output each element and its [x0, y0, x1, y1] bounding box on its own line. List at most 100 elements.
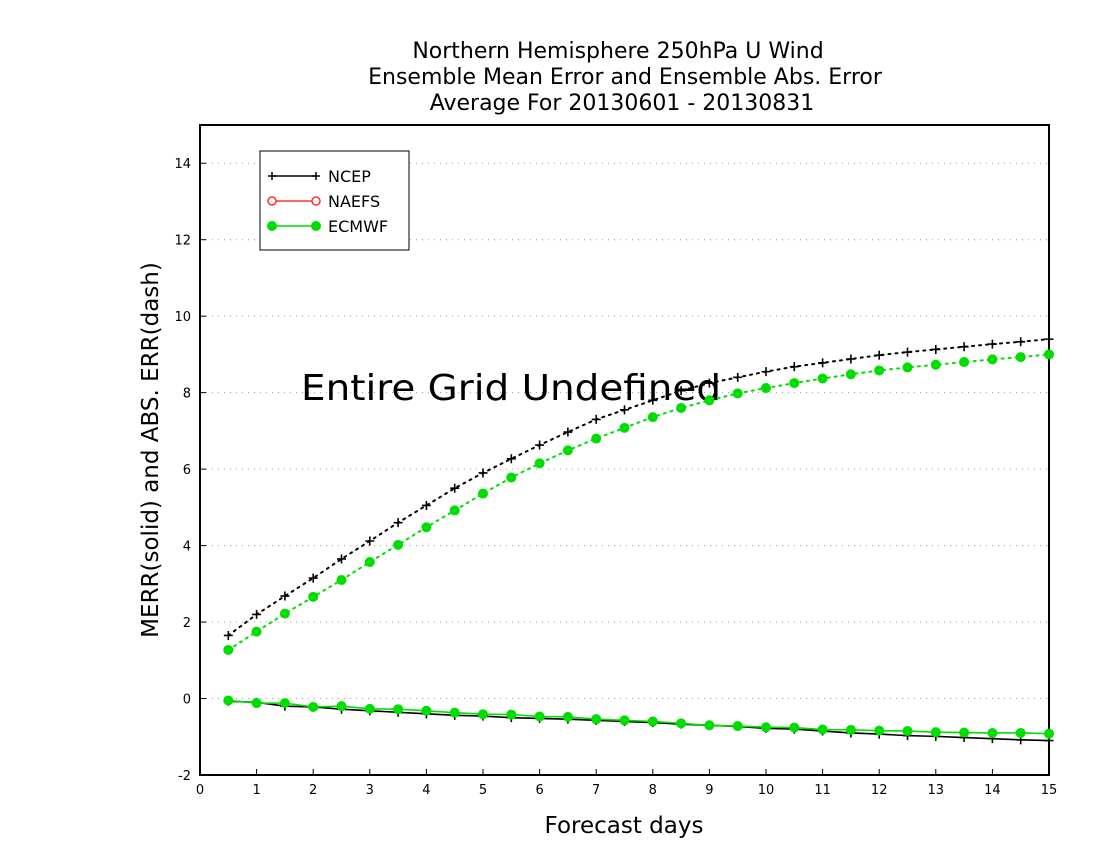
series-ecmwf-merr-point	[393, 704, 404, 715]
series-ncep-abs-err-point	[959, 342, 969, 352]
y-tick-label: -2	[178, 769, 191, 784]
chart-title-line-3: Average For 20130601 - 20130831	[430, 91, 815, 116]
x-tick-label: 1	[252, 783, 260, 798]
x-axis-ticks: 0 1 2 3 4 5 6 7 8 9 10 11 12 13 14 15	[196, 769, 1057, 798]
series-ecmwf-abs-err-point	[1044, 349, 1054, 360]
series-ecmwf-abs-err-point	[478, 488, 488, 499]
series-ncep-abs-err-line	[227, 338, 1050, 637]
series-ecmwf-abs-err-point	[761, 383, 771, 394]
legend-item-naefs: NAEFS	[267, 192, 380, 211]
series-ncep-abs-err-point	[450, 483, 460, 493]
series-ncep-abs-err-point	[903, 347, 912, 357]
series-ecmwf-merr-point	[987, 727, 998, 738]
series-ecmwf-merr-point	[279, 698, 290, 709]
plot-frame	[199, 124, 1050, 776]
series-ecmwf-merr-point	[1044, 728, 1054, 739]
legend-ncep-plus-marker	[268, 172, 320, 180]
series-ncep-abs-err-point	[591, 414, 601, 424]
series-ecmwf-abs-err-point	[449, 505, 460, 516]
y-tick-label: 6	[183, 463, 191, 478]
legend-ecmwf-dot-marker	[311, 221, 321, 231]
undefined-grid-annotation: Entire Grid Undefined	[301, 368, 721, 409]
series-ecmwf-abs-err-point	[789, 378, 800, 389]
series-ecmwf-merr-point	[223, 695, 234, 706]
series-ecmwf-merr-point	[732, 721, 743, 732]
x-tick-label: 8	[649, 783, 657, 798]
series-ncep-abs-err-point	[421, 500, 431, 510]
series-ecmwf-merr-point	[789, 722, 800, 733]
series-ecmwf-merr-point	[874, 725, 885, 736]
chart-title-line-1: Northern Hemisphere 250hPa U Wind	[412, 39, 823, 64]
y-tick-label: 12	[174, 234, 191, 249]
legend-label-ecmwf: ECMWF	[328, 217, 388, 236]
series-ecmwf-merr-point	[959, 727, 970, 738]
series-ecmwf-abs-err-point	[506, 472, 517, 483]
chart-title-line-2: Ensemble Mean Error and Ensemble Abs. Er…	[368, 65, 883, 90]
legend-label-naefs: NAEFS	[328, 192, 380, 211]
series-ecmwf-merr-point	[1015, 727, 1026, 738]
series-ecmwf-merr-point	[449, 707, 460, 718]
series-ecmwf-merr-point	[421, 705, 432, 716]
series-ncep-abs-err-point	[563, 427, 573, 437]
series-ecmwf-merr-line	[228, 699, 1050, 735]
series-ecmwf-abs-err-point	[732, 388, 743, 399]
series-ncep-abs-err-point	[761, 367, 771, 377]
series-ncep-abs-err-point	[874, 350, 884, 360]
series-ecmwf-merr-point	[562, 711, 573, 722]
series-ecmwf-abs-err-point	[1015, 352, 1026, 363]
series-ecmwf-merr-point	[619, 715, 630, 726]
series-ncep-abs-err-point	[789, 362, 799, 372]
series-ecmwf-merr-point	[902, 726, 913, 737]
series-ncep-abs-err-point	[648, 395, 658, 405]
series-ecmwf-abs-err-point	[308, 591, 319, 602]
series-ecmwf-abs-err-point	[562, 445, 573, 456]
series-ncep-abs-err-point	[987, 339, 997, 349]
series-ncep-abs-err-point	[337, 554, 346, 564]
series-ecmwf-abs-err-point	[279, 608, 290, 619]
legend-label-ncep: NCEP	[328, 167, 371, 186]
series-ecmwf-abs-err-point	[223, 644, 234, 655]
series-ncep-abs-err-point	[308, 573, 318, 583]
series-ecmwf-abs-err-point	[704, 395, 715, 406]
series-ecmwf-merr-point	[308, 701, 319, 712]
x-tick-label: 6	[535, 783, 543, 798]
legend: NCEP NAEFS ECMWF	[259, 150, 410, 251]
series-ncep-abs-err-point	[478, 468, 488, 478]
series-ecmwf-abs-err-point	[591, 433, 602, 444]
series-ecmwf-abs-err-point	[534, 458, 545, 469]
series-ecmwf-abs-err-point	[421, 522, 432, 533]
y-tick-label: 10	[174, 310, 191, 325]
y-tick-label: 2	[183, 616, 191, 631]
series-ecmwf-merr-point	[534, 711, 545, 722]
series-ecmwf-merr-point	[761, 722, 771, 733]
series-ncep-abs-err-point	[280, 591, 290, 601]
series-ecmwf-abs-err-point	[251, 626, 262, 637]
x-tick-label: 15	[1041, 783, 1058, 798]
x-tick-label: 2	[309, 783, 317, 798]
x-tick-label: 9	[705, 783, 713, 798]
legend-naefs-circle-marker	[267, 196, 277, 206]
y-axis-ticks: -2 0 2 4 6 8 10 12 14	[174, 157, 206, 784]
series-ncep-abs-err-point	[393, 518, 403, 528]
x-tick-label: 0	[196, 783, 204, 798]
legend-item-ecmwf: ECMWF	[267, 217, 388, 236]
series-ecmwf-merr-point	[364, 703, 375, 714]
y-tick-label: 14	[174, 157, 191, 172]
series-ecmwf	[223, 349, 1054, 739]
series-ncep-abs-err-point	[931, 344, 941, 354]
series-ecmwf-abs-err-point	[817, 373, 828, 384]
legend-item-ncep: NCEP	[268, 167, 371, 186]
legend-ecmwf-dot-marker	[267, 221, 277, 231]
series-ecmwf-merr-point	[704, 720, 715, 731]
y-tick-label: 8	[183, 387, 191, 402]
series-ecmwf-merr-point	[506, 709, 517, 720]
x-tick-label: 4	[422, 783, 430, 798]
series-ecmwf-merr-point	[251, 698, 262, 709]
series-ecmwf-merr-point	[591, 714, 602, 725]
legend-naefs-circle-marker	[311, 196, 321, 206]
series-ecmwf-merr-point	[817, 724, 828, 735]
x-tick-label: 3	[366, 783, 374, 798]
series-ncep-abs-err-point	[818, 358, 828, 368]
series-ncep-abs-err-point	[223, 630, 233, 640]
series-ecmwf-abs-err-point	[874, 365, 885, 376]
